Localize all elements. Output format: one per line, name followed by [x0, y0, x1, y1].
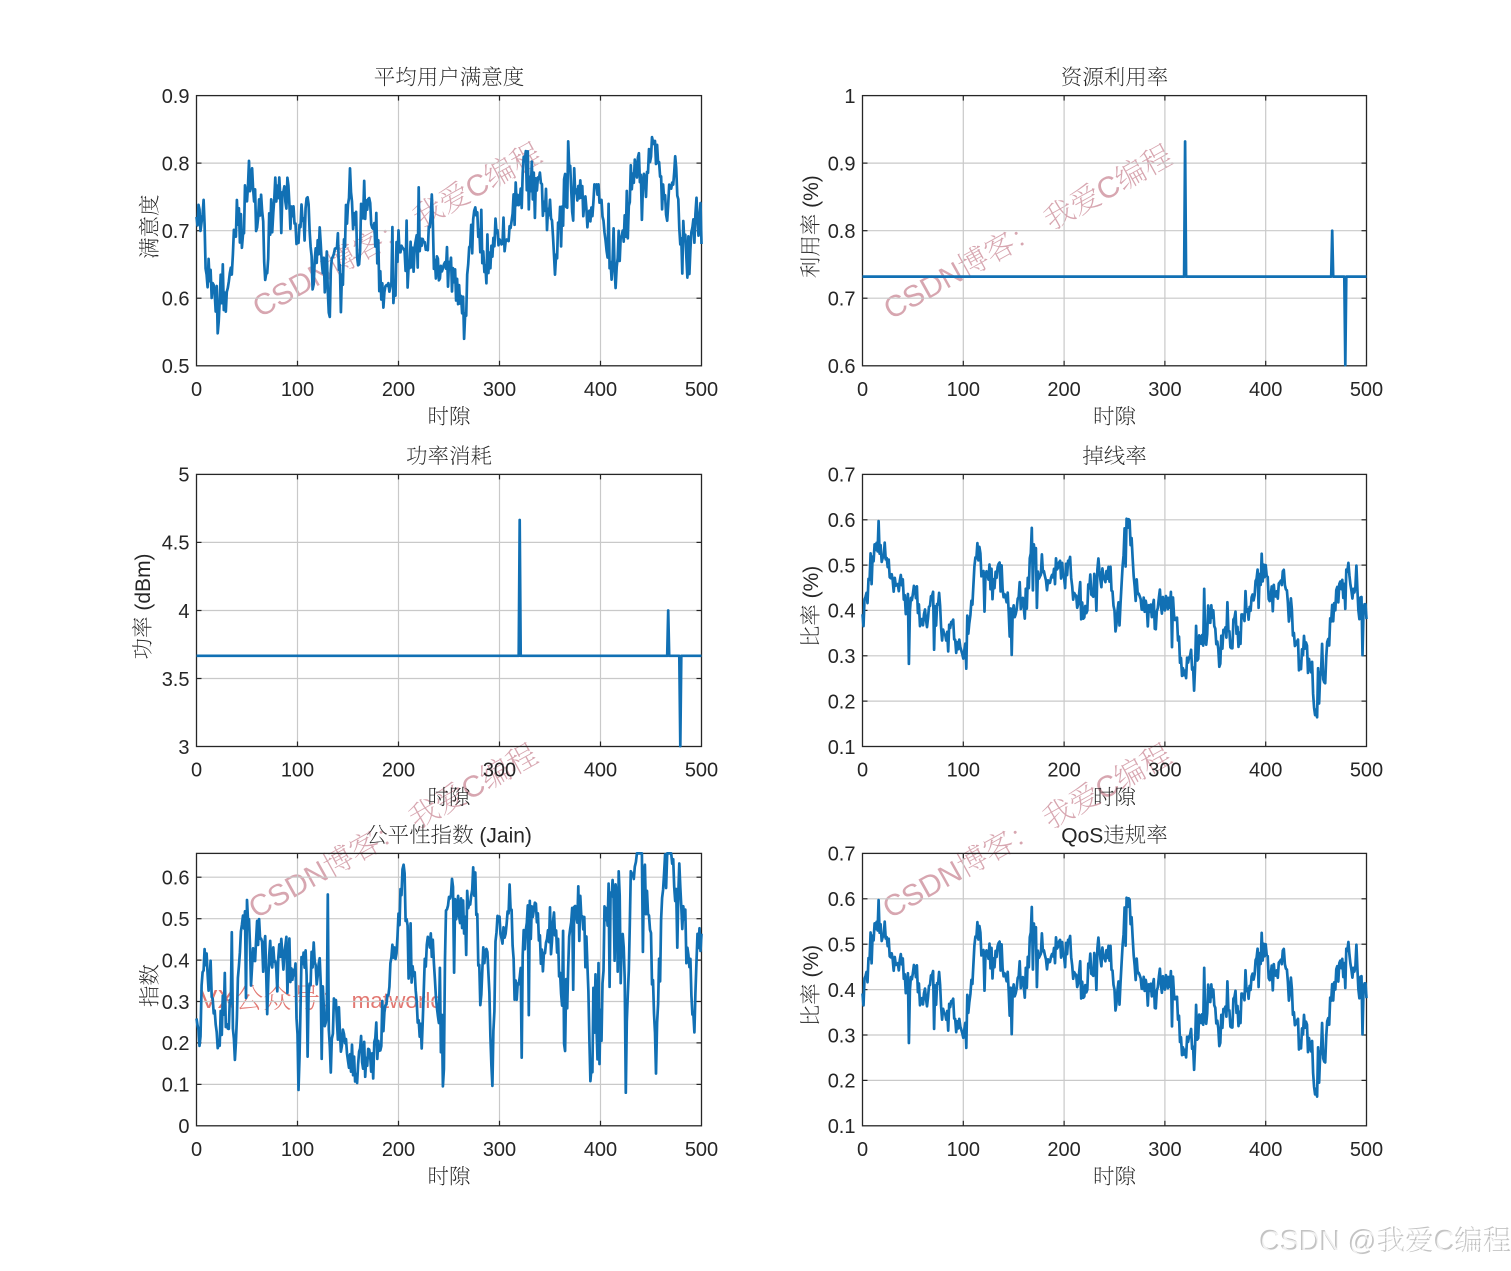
svg-text:0.9: 0.9: [828, 153, 856, 175]
svg-text:(%): (%): [800, 566, 823, 605]
svg-text:400: 400: [584, 1139, 617, 1161]
svg-text:C: C: [1435, 1227, 1456, 1259]
svg-text:5: 5: [178, 465, 189, 487]
svg-text:0.6: 0.6: [162, 289, 190, 311]
svg-text:0.7: 0.7: [162, 221, 190, 243]
svg-text:0.5: 0.5: [162, 356, 190, 378]
svg-text:0.7: 0.7: [828, 465, 856, 487]
svg-text:0.8: 0.8: [828, 221, 856, 243]
svg-text:100: 100: [281, 760, 314, 782]
svg-text:100: 100: [947, 760, 980, 782]
svg-text:300: 300: [1148, 760, 1181, 782]
svg-text:0.4: 0.4: [828, 980, 856, 1002]
svg-text:3: 3: [178, 737, 189, 759]
svg-text:400: 400: [1249, 760, 1282, 782]
svg-text:0: 0: [857, 379, 868, 401]
svg-text:0: 0: [191, 1139, 202, 1161]
svg-text:200: 200: [382, 379, 415, 401]
svg-text:0.2: 0.2: [162, 1033, 190, 1055]
svg-text:CSDN @: CSDN @: [1259, 1225, 1377, 1257]
svg-text:4.5: 4.5: [162, 533, 190, 555]
svg-text:500: 500: [685, 1139, 718, 1161]
svg-text:matworld: matworld: [352, 988, 443, 1013]
svg-text:0.1: 0.1: [828, 737, 856, 759]
svg-text:0.5: 0.5: [828, 555, 856, 577]
svg-text:0.8: 0.8: [162, 153, 190, 175]
svg-text:(dBm): (dBm): [132, 553, 155, 616]
svg-text:100: 100: [947, 1139, 980, 1161]
svg-text:500: 500: [685, 760, 718, 782]
svg-text:0.6: 0.6: [162, 868, 190, 890]
svg-text:4: 4: [178, 601, 189, 623]
svg-text:200: 200: [1047, 760, 1080, 782]
svg-text:0.2: 0.2: [828, 691, 856, 713]
svg-text:500: 500: [685, 379, 718, 401]
svg-text:0.1: 0.1: [162, 1075, 190, 1097]
svg-text:0.3: 0.3: [162, 992, 190, 1014]
svg-text:C: C: [1434, 1225, 1455, 1257]
svg-text:200: 200: [1047, 1139, 1080, 1161]
svg-text:400: 400: [1249, 1139, 1282, 1161]
svg-text:(Jain): (Jain): [474, 824, 532, 847]
svg-text:0.6: 0.6: [828, 510, 856, 532]
svg-text:0: 0: [191, 379, 202, 401]
svg-text:0.2: 0.2: [828, 1071, 856, 1093]
svg-text:0.7: 0.7: [828, 289, 856, 311]
svg-text:500: 500: [1350, 760, 1383, 782]
svg-text:0.4: 0.4: [162, 950, 190, 972]
svg-text:0.3: 0.3: [828, 1025, 856, 1047]
svg-text:0.5: 0.5: [162, 909, 190, 931]
svg-text:300: 300: [1148, 379, 1181, 401]
svg-text:0.7: 0.7: [828, 844, 856, 866]
svg-text:100: 100: [281, 379, 314, 401]
svg-text:0: 0: [191, 760, 202, 782]
svg-text:1: 1: [844, 86, 855, 108]
svg-text:0.9: 0.9: [162, 86, 190, 108]
svg-text:0.6: 0.6: [828, 889, 856, 911]
svg-text:0.6: 0.6: [828, 356, 856, 378]
svg-text:200: 200: [1047, 379, 1080, 401]
svg-text:100: 100: [281, 1139, 314, 1161]
svg-text:(%): (%): [800, 945, 823, 984]
svg-text:3.5: 3.5: [162, 669, 190, 691]
svg-text:0: 0: [178, 1116, 189, 1138]
svg-text:(%): (%): [800, 175, 823, 214]
svg-text:CSDN @: CSDN @: [1261, 1227, 1379, 1259]
svg-text:400: 400: [584, 760, 617, 782]
svg-text:200: 200: [382, 1139, 415, 1161]
svg-text:300: 300: [483, 379, 516, 401]
svg-text:300: 300: [1148, 1139, 1181, 1161]
svg-text:0.5: 0.5: [828, 935, 856, 957]
svg-text:300: 300: [483, 760, 516, 782]
svg-text:400: 400: [584, 379, 617, 401]
svg-text:200: 200: [382, 760, 415, 782]
svg-text:100: 100: [947, 379, 980, 401]
svg-text:300: 300: [483, 1139, 516, 1161]
svg-text:0: 0: [857, 1139, 868, 1161]
svg-text:0.1: 0.1: [828, 1116, 856, 1138]
svg-text:400: 400: [1249, 379, 1282, 401]
svg-text:500: 500: [1350, 1139, 1383, 1161]
svg-text:QoS: QoS: [1061, 824, 1103, 847]
svg-text:500: 500: [1350, 379, 1383, 401]
svg-text:0.4: 0.4: [828, 601, 856, 623]
svg-text:0.3: 0.3: [828, 646, 856, 668]
svg-text:0: 0: [857, 760, 868, 782]
